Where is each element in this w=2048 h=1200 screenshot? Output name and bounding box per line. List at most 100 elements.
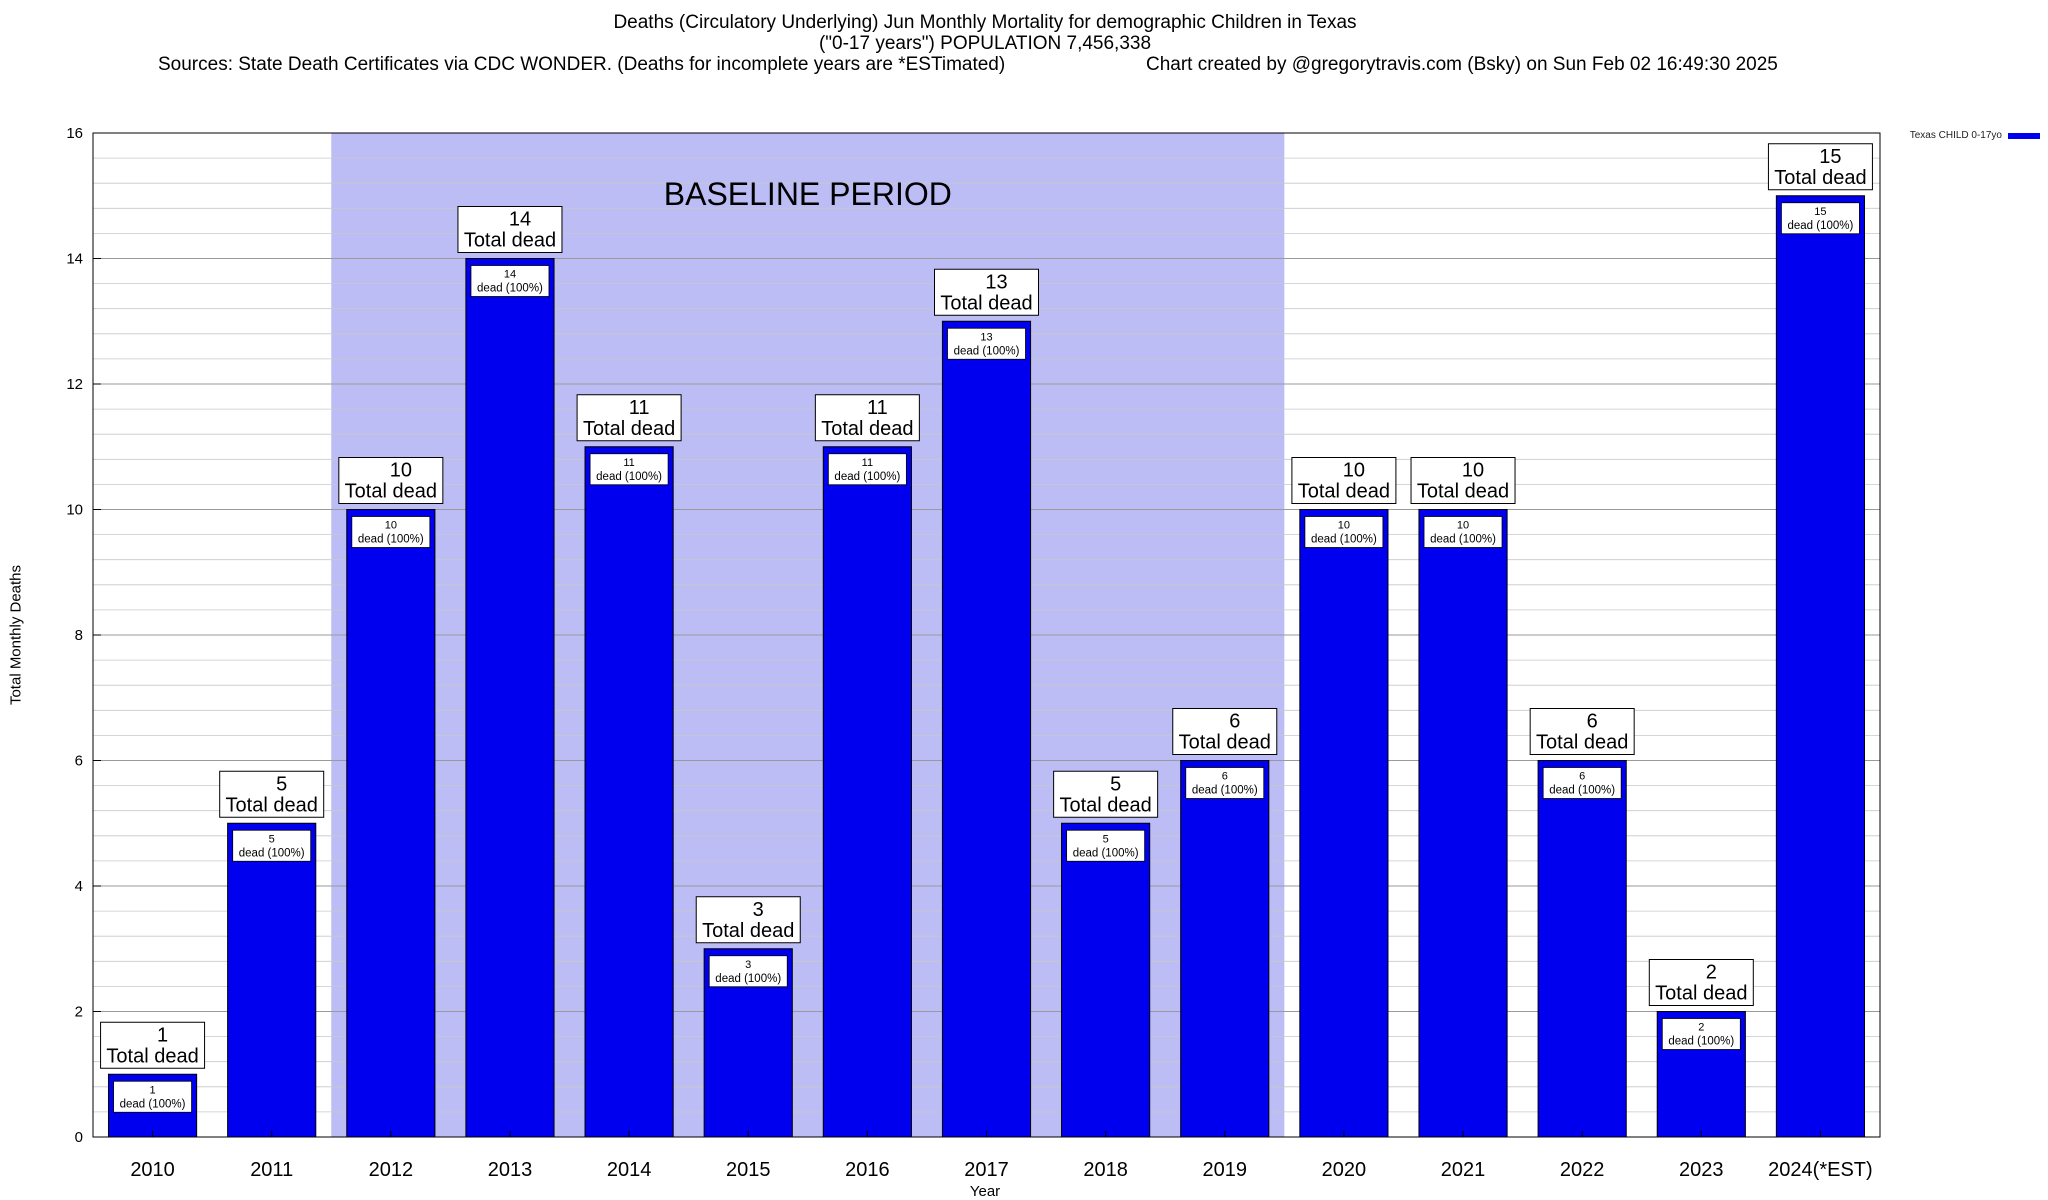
bar-total-text: Total dead [1059, 794, 1151, 816]
bar-total-value: 13 [985, 271, 1007, 293]
bar-inner-value: 10 [1457, 520, 1469, 532]
bar-inner-value: 14 [504, 269, 516, 281]
bar-inner-value: 6 [1222, 771, 1228, 783]
bar-inner-text: dead (100%) [1311, 534, 1377, 546]
y-tick-label: 10 [66, 502, 83, 519]
bar-total-value: 2 [1706, 962, 1717, 984]
bar-top-label-box [576, 394, 682, 442]
y-tick-label: 6 [75, 753, 83, 770]
bar-total-text: Total dead [940, 292, 1032, 314]
bar-total-value: 1 [157, 1024, 168, 1046]
bar-inner-label-box [947, 327, 1026, 360]
bar [822, 446, 912, 1138]
x-tick-label: 2013 [488, 1159, 533, 1181]
x-tick-label: 2010 [130, 1159, 175, 1181]
bar [465, 258, 555, 1138]
chart-credit: Chart created by @gregorytravis.com (Bsk… [1146, 54, 1778, 75]
bar [584, 446, 674, 1138]
bar-inner-value: 10 [385, 520, 397, 532]
bar-inner-label-box [470, 265, 550, 297]
bar-top-label-box [219, 770, 325, 818]
x-tick-label: 2024(*EST) [1768, 1159, 1873, 1181]
x-tick-label: 2023 [1679, 1159, 1724, 1181]
baseline-period-label: BASELINE PERIOD [664, 176, 952, 212]
bar-inner-value: 11 [862, 457, 873, 469]
bar-top-label-box [100, 1021, 206, 1069]
bar-total-text: Total dead [1298, 481, 1390, 503]
bar-total-text: Total dead [345, 481, 437, 503]
bar-inner-text: dead (100%) [1430, 534, 1496, 546]
y-tick-label: 0 [75, 1129, 83, 1146]
bar-inner-text: dead (100%) [120, 1098, 186, 1110]
legend-swatch [2008, 132, 2040, 139]
bar [227, 822, 317, 1138]
bar-top-label-box [1053, 770, 1159, 818]
bar-total-value: 10 [1343, 460, 1365, 482]
bar-total-value: 5 [276, 773, 287, 795]
x-tick-label: 2018 [1083, 1159, 1128, 1181]
chart-title: Deaths (Circulatory Underlying) Jun Mont… [613, 12, 1357, 33]
x-tick-label: 2014 [607, 1159, 652, 1181]
bar-total-value: 11 [867, 397, 888, 419]
x-tick-label: 2020 [1322, 1159, 1367, 1181]
bar-inner-text: dead (100%) [239, 847, 305, 859]
bar-top-label-box [1172, 708, 1278, 755]
bar-top-label-box [1529, 708, 1635, 755]
bar-inner-text: dead (100%) [954, 345, 1020, 357]
bar-total-text: Total dead [226, 794, 318, 816]
bar-top-label-box [338, 457, 444, 504]
bar-top-label-box [1410, 457, 1516, 504]
bar-top-label-box [1767, 143, 1873, 191]
bar-total-text: Total dead [821, 418, 913, 440]
bar-top-label-box [934, 268, 1039, 316]
x-tick-label: 2012 [369, 1159, 414, 1181]
bar-inner-text: dead (100%) [1668, 1036, 1734, 1048]
bar-total-text: Total dead [1536, 732, 1628, 754]
bar-top-label-box [814, 394, 920, 442]
bar-inner-label-box [113, 1080, 192, 1113]
bar-total-value: 3 [753, 899, 764, 921]
bar-inner-value: 10 [1338, 520, 1350, 532]
bar-total-value: 14 [509, 209, 531, 231]
x-tick-label: 2015 [726, 1159, 771, 1181]
x-tick-label: 2011 [250, 1159, 293, 1181]
bar [1180, 760, 1270, 1138]
y-tick-label: 14 [66, 251, 83, 268]
bar-total-value: 5 [1110, 773, 1121, 795]
bar-total-value: 6 [1587, 711, 1598, 733]
bar-top-label-box [1648, 959, 1754, 1006]
bar-total-value: 11 [629, 397, 650, 419]
bar-total-text: Total dead [1179, 732, 1271, 754]
bar-total-text: Total dead [702, 920, 794, 942]
bar-inner-value: 15 [1814, 206, 1826, 218]
bar [1061, 822, 1151, 1138]
bar-inner-text: dead (100%) [596, 471, 662, 483]
bar-total-text: Total dead [1417, 481, 1509, 503]
bar-total-value: 15 [1819, 146, 1841, 168]
legend: Texas CHILD 0-17yo [1910, 130, 2040, 141]
bar-total-text: Total dead [1655, 983, 1747, 1005]
x-tick-label: 2022 [1560, 1159, 1605, 1181]
bar-inner-label-box [1661, 1018, 1741, 1050]
bar [1299, 509, 1389, 1138]
bar [941, 320, 1032, 1138]
bar-total-value: 10 [390, 460, 412, 482]
bar-inner-label-box [1066, 829, 1146, 862]
bar-inner-text: dead (100%) [477, 283, 543, 295]
bar-inner-text: dead (100%) [1073, 847, 1139, 859]
bar-total-value: 6 [1229, 711, 1240, 733]
bar-inner-value: 6 [1579, 771, 1585, 783]
bar-total-text: Total dead [464, 230, 556, 252]
bar-inner-label-box [1423, 516, 1503, 548]
bar [1775, 195, 1866, 1138]
bar-inner-label-box [232, 829, 312, 862]
bar-inner-label-box [708, 955, 788, 988]
chart-sources: Sources: State Death Certificates via CD… [158, 54, 1006, 75]
x-tick-label: 2017 [964, 1159, 1009, 1181]
bar-top-label-box [695, 896, 801, 944]
y-tick-label: 4 [75, 878, 83, 895]
bar-inner-value: 13 [980, 331, 992, 343]
bar-top-label-box [1291, 457, 1397, 504]
x-tick-label: 2019 [1203, 1159, 1248, 1181]
